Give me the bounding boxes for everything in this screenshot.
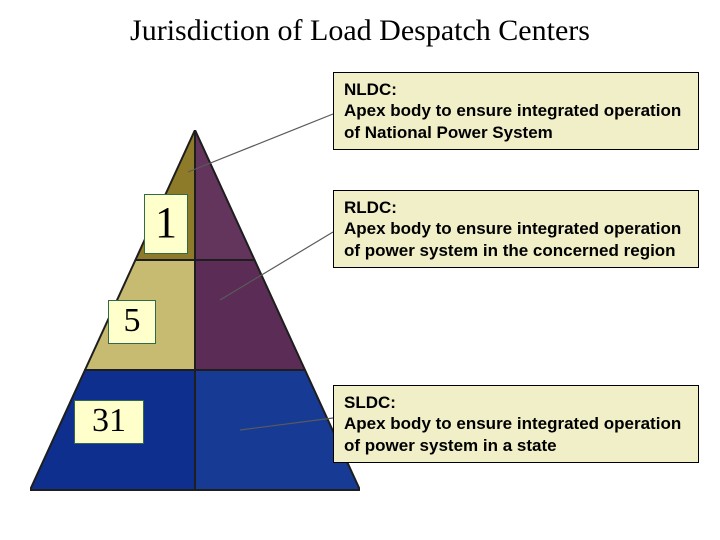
desc-sldc-text: Apex body to ensure integrated operation…	[344, 414, 681, 454]
pyramid	[30, 130, 360, 500]
level-count-nldc: 1	[144, 194, 188, 254]
desc-nldc-code: NLDC:	[344, 80, 397, 99]
desc-sldc-code: SLDC:	[344, 393, 396, 412]
desc-rldc-code: RLDC:	[344, 198, 397, 217]
page-title: Jurisdiction of Load Despatch Centers	[0, 14, 720, 48]
level-count-sldc: 31	[74, 400, 144, 444]
desc-sldc: SLDC: Apex body to ensure integrated ope…	[333, 385, 699, 463]
desc-nldc-text: Apex body to ensure integrated operation…	[344, 101, 681, 141]
level-count-rldc: 5	[108, 300, 156, 344]
desc-rldc-text: Apex body to ensure integrated operation…	[344, 219, 681, 259]
desc-rldc: RLDC: Apex body to ensure integrated ope…	[333, 190, 699, 268]
desc-nldc: NLDC: Apex body to ensure integrated ope…	[333, 72, 699, 150]
